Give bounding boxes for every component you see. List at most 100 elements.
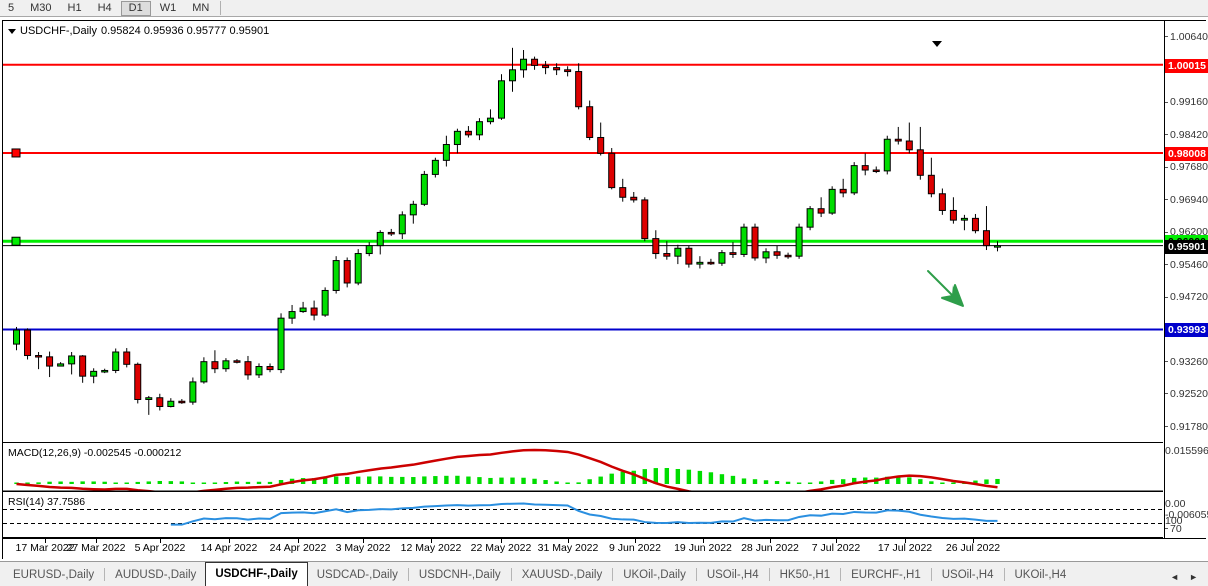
macd-canvas <box>3 448 1163 491</box>
chart-frame: USDCHF-,Daily 0.95824 0.95936 0.95777 0.… <box>2 20 1208 556</box>
price-tick: 0.97680 <box>1165 162 1208 173</box>
price-tick: 0.96200 <box>1165 226 1208 239</box>
price-tick-label: 0.99160 <box>1170 96 1208 109</box>
chevron-down-icon[interactable] <box>8 28 16 34</box>
date-tick-label: 27 Mar 2022 <box>66 542 126 554</box>
tab-divider <box>840 568 842 581</box>
symbol-tab-eurusd--daily[interactable]: EURUSD-,Daily <box>13 569 95 581</box>
macd-scale-tick: -0.006055 <box>1165 509 1208 521</box>
symbol-tab-usoil--h4[interactable]: USOil-,H4 <box>941 569 994 581</box>
date-tick-mark <box>363 539 364 543</box>
toolbar-divider <box>220 1 222 15</box>
date-tick-mark <box>568 539 569 543</box>
timeframe-button-h4[interactable]: H4 <box>97 1 112 14</box>
symbol-tab-ukoil--daily[interactable]: UKOil-,Daily <box>623 569 686 581</box>
macd-scale-tick: 0.00 <box>1165 499 1185 510</box>
tab-divider <box>1003 568 1005 581</box>
tab-divider <box>104 568 106 581</box>
tab-scroll-right-icon[interactable]: ► <box>1189 572 1198 582</box>
price-marker-red[interactable]: 0.98008 <box>1165 146 1208 161</box>
symbol-tab-usdcnh--daily[interactable]: USDCNH-,Daily <box>418 569 501 581</box>
price-tick: 0.95460 <box>1165 260 1208 270</box>
price-tick: 0.96940 <box>1165 195 1208 205</box>
timeframe-button-mn[interactable]: MN <box>192 1 210 14</box>
tab-divider <box>930 568 932 581</box>
timeframe-button-w1[interactable]: W1 <box>159 1 177 14</box>
rsi-scale-tick: 70 <box>1165 524 1182 534</box>
date-tick-label: 9 Jun 2022 <box>609 542 661 554</box>
date-tick-label: 7 Jul 2022 <box>811 542 861 554</box>
tab-divider <box>768 568 770 581</box>
date-tick-label: 28 Jun 2022 <box>741 542 799 554</box>
date-tick-mark <box>905 539 906 543</box>
date-tick-label: 19 Jun 2022 <box>674 542 732 554</box>
timeframe-button-d1[interactable]: D1 <box>120 0 151 16</box>
rsi-scale-tick: 100 <box>1165 515 1183 527</box>
date-tick-label: 24 Apr 2022 <box>269 542 327 554</box>
date-tick-mark <box>431 539 432 543</box>
tab-divider <box>510 568 512 581</box>
price-tick-label: 0.96940 <box>1170 193 1208 206</box>
down-right-green-arrow <box>927 270 964 307</box>
date-tick-label: 12 May 2022 <box>400 542 462 554</box>
price-marker-blue[interactable]: 0.93993 <box>1165 323 1208 338</box>
symbol-tab-usoil--h4[interactable]: USOil-,H4 <box>706 569 759 581</box>
rsi-scale-label: 100 <box>1165 515 1183 527</box>
price-scale-axis[interactable]: 1.006400.999000.991600.984200.976800.969… <box>1164 21 1208 556</box>
tab-scroll-left-icon[interactable]: ◄ <box>1170 572 1180 582</box>
symbol-tab-hk50--h1[interactable]: HK50-,H1 <box>779 569 831 581</box>
date-tick-mark <box>96 539 97 543</box>
date-tick-mark <box>770 539 771 543</box>
symbol-tab-xauusd--daily[interactable]: XAUUSD-,Daily <box>521 569 603 581</box>
chart-symbol-label: USDCHF-,Daily <box>20 25 97 37</box>
tab-divider <box>695 568 697 581</box>
candlestick-canvas <box>3 47 1163 415</box>
date-tick-label: 17 Mar 2022 <box>15 542 75 554</box>
price-tick: 0.94720 <box>1165 291 1208 304</box>
date-tick-mark <box>160 539 161 543</box>
date-tick-label: 31 May 2022 <box>537 542 599 554</box>
timeframe-button-h1[interactable]: H1 <box>67 1 82 14</box>
symbol-tab-ukoil--h4[interactable]: UKOil-,H4 <box>1014 569 1067 581</box>
price-tick-label: 0.98420 <box>1170 128 1208 141</box>
date-tick-label: 3 May 2022 <box>335 542 391 554</box>
chart-ohlc-values: 0.95824 0.95936 0.95777 0.95901 <box>101 25 270 37</box>
date-tick-mark <box>703 539 704 543</box>
macd-pane[interactable]: MACD(12,26,9) -0.002545 -0.000212 <box>3 444 1163 492</box>
macd-scale-tick: 0.015596 <box>1165 446 1208 457</box>
symbol-tab-audusd--daily[interactable]: AUDUSD-,Daily <box>115 569 197 581</box>
date-tick-label: 22 May 2022 <box>470 542 532 554</box>
date-tick-mark <box>635 539 636 543</box>
date-tick-label: 17 Jul 2022 <box>877 542 933 554</box>
symbol-tab-eurchf--h1[interactable]: EURCHF-,H1 <box>851 569 921 581</box>
price-marker-black[interactable]: 0.95901 <box>1165 239 1208 254</box>
price-chart-pane[interactable] <box>3 21 1163 443</box>
date-tick-mark <box>973 539 974 543</box>
date-tick-mark <box>836 539 837 543</box>
timeframe-button-5[interactable]: 5 <box>8 1 15 14</box>
price-tick: 0.92520 <box>1165 389 1208 399</box>
price-marker-red[interactable]: 1.00015 <box>1165 58 1208 73</box>
rsi-pane[interactable]: RSI(14) 37.7586 <box>3 493 1163 538</box>
symbol-tab-usdcad--daily[interactable]: USDCAD-,Daily <box>316 569 398 581</box>
price-tick-label: 0.91780 <box>1170 420 1208 433</box>
price-tick: 0.99160 <box>1165 96 1208 109</box>
symbol-tab-usdchf--daily[interactable]: USDCHF-,Daily <box>205 562 308 586</box>
date-axis[interactable]: 17 Mar 2022 27 Mar 2022 5 Apr 2022 14 Apr 2… <box>2 539 1206 559</box>
chart-top-marker-icon <box>932 41 942 47</box>
timeframe-button-m30[interactable]: M30 <box>30 1 52 14</box>
tab-divider <box>612 568 614 581</box>
tab-nav-arrows[interactable]: ◄ ► <box>1170 572 1208 586</box>
macd-scale-label: -0.006055 <box>1165 509 1208 521</box>
tab-divider <box>407 568 409 581</box>
date-tick-label: 5 Apr 2022 <box>134 542 186 554</box>
price-tick: 0.98420 <box>1165 130 1208 140</box>
price-tick-label: 0.94720 <box>1170 291 1208 304</box>
price-tick-label: 1.00640 <box>1170 31 1208 44</box>
price-tick-label: 0.96200 <box>1170 226 1208 239</box>
timeframe-toolbar: 5 M30 H1 H4 D1 W1 MN <box>0 0 1208 17</box>
symbol-tabbar: EURUSD-,Daily AUDUSD-,Daily USDCHF-,Daily U… <box>0 561 1208 586</box>
date-tick-mark <box>501 539 502 543</box>
price-tick-label: 0.92520 <box>1170 388 1208 401</box>
date-tick-mark <box>45 539 46 543</box>
